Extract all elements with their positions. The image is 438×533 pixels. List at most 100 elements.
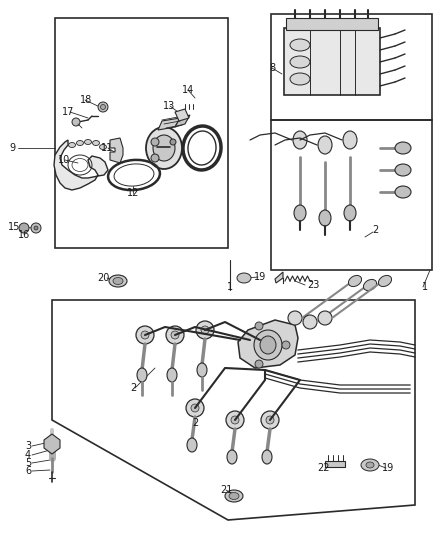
Text: 2: 2 — [192, 418, 198, 428]
Polygon shape — [110, 138, 123, 163]
Circle shape — [136, 326, 154, 344]
Text: 9: 9 — [9, 143, 15, 153]
Circle shape — [303, 315, 317, 329]
Text: 20: 20 — [97, 273, 109, 283]
Ellipse shape — [99, 144, 106, 149]
Circle shape — [261, 411, 279, 429]
Ellipse shape — [395, 186, 411, 198]
Text: 3: 3 — [25, 441, 31, 451]
Ellipse shape — [260, 336, 276, 354]
Text: 22: 22 — [317, 463, 329, 473]
Ellipse shape — [137, 368, 147, 382]
Polygon shape — [54, 140, 108, 190]
Circle shape — [318, 311, 332, 325]
Ellipse shape — [187, 438, 197, 452]
Ellipse shape — [361, 459, 379, 471]
Ellipse shape — [364, 279, 377, 290]
Polygon shape — [275, 272, 283, 283]
Circle shape — [266, 416, 274, 424]
Text: 19: 19 — [382, 463, 394, 473]
Polygon shape — [175, 109, 189, 121]
Ellipse shape — [197, 363, 207, 377]
Circle shape — [191, 404, 199, 412]
Circle shape — [166, 326, 184, 344]
Circle shape — [72, 118, 80, 126]
Ellipse shape — [254, 330, 282, 360]
Circle shape — [151, 138, 159, 146]
Ellipse shape — [344, 205, 356, 221]
Circle shape — [151, 154, 159, 162]
Ellipse shape — [109, 275, 127, 287]
Text: 1: 1 — [422, 282, 428, 292]
Text: 5: 5 — [25, 458, 31, 468]
Text: 17: 17 — [62, 107, 74, 117]
Text: 18: 18 — [80, 95, 92, 105]
Polygon shape — [286, 18, 378, 30]
Ellipse shape — [395, 142, 411, 154]
Ellipse shape — [290, 56, 310, 68]
Polygon shape — [44, 434, 60, 454]
Circle shape — [171, 331, 179, 339]
Circle shape — [98, 102, 108, 112]
Polygon shape — [284, 28, 380, 95]
Text: 8: 8 — [269, 63, 275, 73]
Circle shape — [141, 331, 149, 339]
Circle shape — [255, 322, 263, 330]
Ellipse shape — [77, 141, 84, 146]
Ellipse shape — [343, 131, 357, 149]
Text: 2: 2 — [130, 383, 136, 393]
Text: 15: 15 — [8, 222, 20, 232]
Polygon shape — [325, 461, 345, 467]
Text: 19: 19 — [254, 272, 266, 282]
Ellipse shape — [378, 276, 392, 287]
Circle shape — [255, 360, 263, 368]
Ellipse shape — [225, 490, 243, 502]
Ellipse shape — [318, 136, 332, 154]
Circle shape — [34, 226, 38, 230]
Text: 1: 1 — [227, 282, 233, 292]
Ellipse shape — [293, 131, 307, 149]
Ellipse shape — [146, 127, 182, 169]
Polygon shape — [158, 118, 180, 130]
Circle shape — [196, 321, 214, 339]
Circle shape — [226, 411, 244, 429]
Ellipse shape — [262, 450, 272, 464]
Ellipse shape — [68, 142, 75, 148]
Ellipse shape — [319, 210, 331, 226]
Circle shape — [231, 416, 239, 424]
Circle shape — [186, 399, 204, 417]
Ellipse shape — [290, 73, 310, 85]
Ellipse shape — [92, 141, 99, 146]
Ellipse shape — [167, 368, 177, 382]
Text: 14: 14 — [182, 85, 194, 95]
Text: 10: 10 — [58, 155, 70, 165]
Ellipse shape — [85, 140, 92, 144]
Text: 4: 4 — [25, 450, 31, 460]
Ellipse shape — [237, 273, 251, 283]
Circle shape — [282, 341, 290, 349]
Ellipse shape — [294, 205, 306, 221]
Text: 12: 12 — [127, 188, 139, 198]
Ellipse shape — [290, 39, 310, 51]
Ellipse shape — [366, 462, 374, 468]
Circle shape — [288, 311, 302, 325]
Circle shape — [100, 104, 106, 109]
Text: 21: 21 — [220, 485, 232, 495]
Ellipse shape — [395, 164, 411, 176]
Text: 23: 23 — [307, 280, 319, 290]
Polygon shape — [175, 115, 190, 127]
Text: 16: 16 — [18, 230, 30, 240]
Circle shape — [19, 223, 29, 233]
Ellipse shape — [227, 450, 237, 464]
Text: 6: 6 — [25, 466, 31, 476]
Circle shape — [31, 223, 41, 233]
Circle shape — [170, 139, 176, 145]
Ellipse shape — [229, 492, 239, 499]
Ellipse shape — [153, 135, 175, 161]
Text: 11: 11 — [101, 143, 113, 153]
Text: 2: 2 — [372, 225, 378, 235]
Ellipse shape — [349, 276, 361, 287]
Polygon shape — [238, 320, 298, 368]
Ellipse shape — [113, 278, 123, 285]
Circle shape — [201, 326, 209, 334]
